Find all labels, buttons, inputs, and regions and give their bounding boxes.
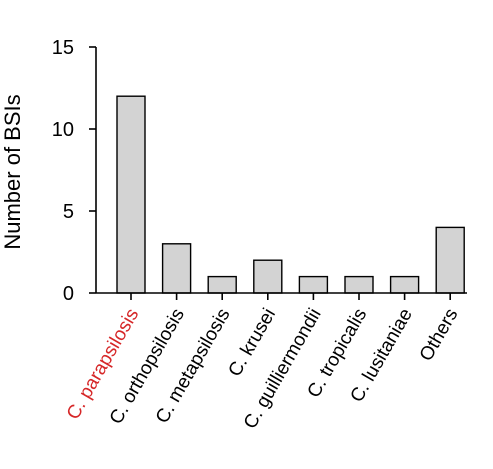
y-ticks-group: 0 5 10 15: [52, 37, 96, 305]
x-tick-label-7: Others: [416, 305, 463, 365]
y-tick-label-2: 10: [52, 119, 74, 141]
y-tick-label-3: 15: [52, 37, 74, 59]
bar-2: [207, 275, 237, 294]
bar-1: [161, 243, 192, 294]
y-axis-title: Number of BSIs: [0, 94, 25, 249]
bar-0: [116, 95, 146, 294]
bar-6: [389, 275, 420, 294]
y-tick-label-1: 5: [63, 201, 74, 223]
axes-group: [95, 47, 467, 294]
y-tick-label-0: 0: [63, 283, 74, 305]
bar-3: [253, 259, 283, 294]
bar-5: [344, 275, 374, 294]
bar-4: [298, 275, 329, 294]
bar-7: [435, 226, 465, 294]
bars-group: [116, 95, 465, 294]
